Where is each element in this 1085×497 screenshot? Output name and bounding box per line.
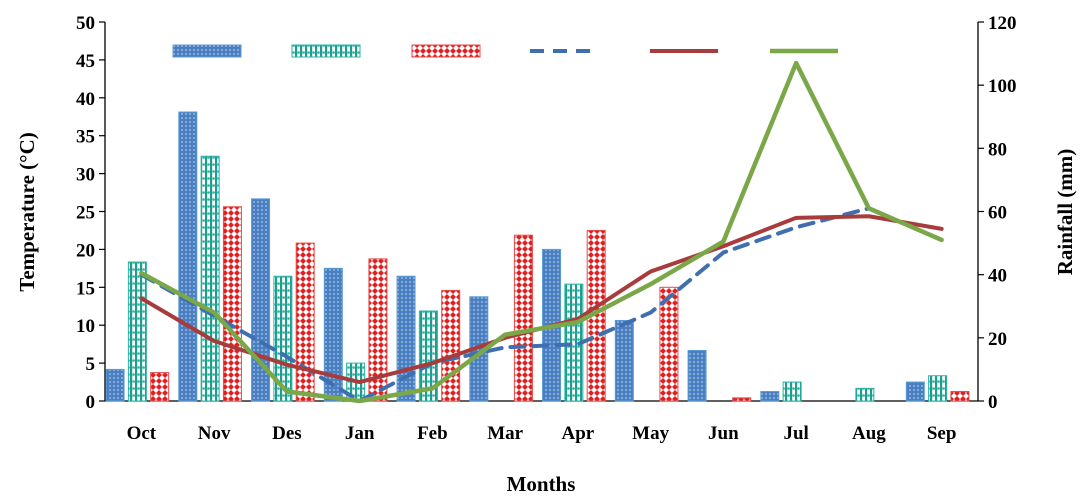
bar-teal-beaded [928, 375, 948, 402]
bar-teal-beaded [200, 155, 220, 402]
bar-red-diamond [732, 397, 752, 402]
x-tick-label: Aug [852, 423, 886, 444]
bar-blue-dotted [178, 111, 198, 402]
legend [172, 44, 838, 58]
right-tick-label: 20 [988, 329, 1007, 350]
bar-blue-dotted [396, 275, 416, 402]
y-axis-title: Temperature (°C) [15, 132, 39, 291]
bar-blue-dotted [760, 391, 780, 402]
x-tick-label: Jul [783, 423, 808, 444]
legend-swatch-teal-beaded [291, 44, 361, 58]
left-tick-label: 0 [86, 392, 96, 413]
bar-blue-dotted [687, 349, 707, 402]
legend-swatch-red-diamond [411, 44, 481, 58]
left-y-ticks: 0 5 10 15 20 25 30 35 40 45 50 [76, 13, 105, 413]
line-green-solid [139, 60, 944, 404]
left-tick-label: 40 [76, 89, 95, 110]
bar-blue-dotted [251, 198, 271, 402]
bar-blue-dotted [905, 381, 925, 402]
bar-series [105, 111, 970, 402]
line-blue-dashed [139, 206, 944, 403]
right-tick-label: 80 [988, 139, 1007, 160]
left-tick-label: 45 [76, 51, 95, 72]
left-tick-label: 5 [86, 354, 96, 375]
bar-teal-beaded [127, 261, 147, 402]
left-tick-label: 35 [76, 127, 95, 148]
bar-teal-beaded [418, 310, 438, 402]
right-tick-label: 100 [988, 76, 1017, 97]
left-tick-label: 25 [76, 203, 95, 224]
bar-teal-beaded [782, 381, 802, 402]
bar-red-diamond [222, 206, 242, 402]
left-tick-label: 50 [76, 13, 95, 34]
x-tick-label: Mar [487, 423, 523, 444]
left-tick-label: 10 [76, 316, 95, 337]
bar-red-diamond [368, 258, 388, 402]
x-tick-label: Jan [345, 423, 375, 444]
left-tick-label: 15 [76, 278, 95, 299]
left-tick-label: 20 [76, 240, 95, 261]
legend-swatch-blue-dotted [172, 44, 242, 58]
bar-blue-dotted [105, 368, 125, 402]
bar-red-diamond [441, 289, 461, 402]
bar-blue-dotted [614, 319, 634, 402]
bar-teal-beaded [855, 387, 875, 402]
x-axis-title: Months [507, 472, 576, 496]
x-tick-label: Jun [708, 423, 739, 444]
bar-red-diamond [513, 234, 533, 402]
y2-axis-title: Rainfall (mm) [1053, 149, 1077, 276]
right-tick-label: 0 [988, 392, 998, 413]
bar-red-diamond [659, 286, 679, 402]
bar-red-diamond [295, 242, 315, 402]
right-tick-label: 120 [988, 13, 1017, 34]
bar-red-diamond [150, 372, 170, 402]
x-tick-label: Sep [927, 423, 957, 444]
right-tick-label: 60 [988, 203, 1007, 224]
x-tick-label: May [632, 423, 669, 444]
line-series [139, 60, 944, 404]
bar-red-diamond [950, 391, 970, 402]
x-tick-label: Oct [127, 423, 157, 444]
x-tick-labels: Oct Nov Des Jan Feb Mar Apr May Jun Jul Aug Sep [127, 423, 957, 444]
bar-blue-dotted [323, 267, 343, 402]
x-tick-label: Des [272, 423, 302, 444]
x-tick-label: Feb [417, 423, 448, 444]
x-tick-label: Apr [562, 423, 595, 444]
left-tick-label: 30 [76, 165, 95, 186]
bar-teal-beaded [273, 275, 293, 402]
right-y-ticks: 0 20 40 60 80 100 120 [978, 13, 1017, 413]
right-tick-label: 40 [988, 266, 1007, 287]
x-tick-label: Nov [198, 423, 231, 444]
